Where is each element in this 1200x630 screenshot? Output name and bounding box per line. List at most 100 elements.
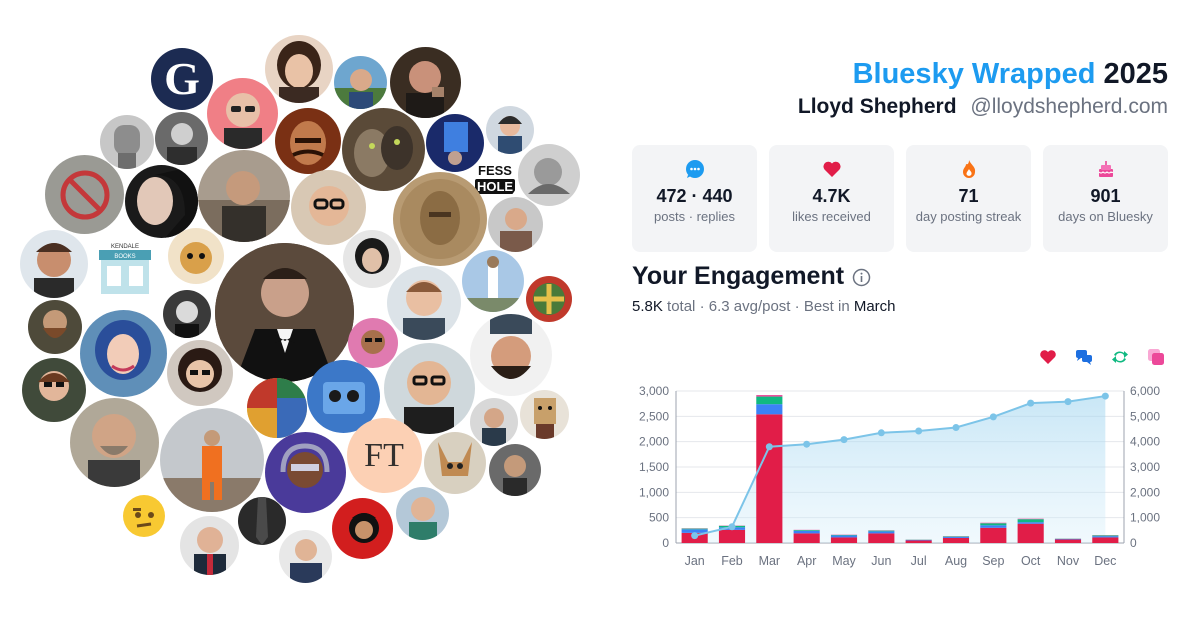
repost-icon[interactable] xyxy=(1110,347,1130,367)
avatar-man-beach[interactable] xyxy=(198,150,290,242)
cumulative-point xyxy=(952,423,960,431)
avatar-mosaic[interactable] xyxy=(526,276,572,322)
avatar-color-blocks[interactable] xyxy=(247,378,307,438)
avatar-stage-blue[interactable] xyxy=(426,114,484,172)
svg-text:FESS: FESS xyxy=(478,163,512,178)
heart-icon xyxy=(769,159,894,181)
quote-icon[interactable] xyxy=(1146,347,1166,367)
avatar-sketch[interactable] xyxy=(518,144,580,206)
avatar-headphones[interactable] xyxy=(265,432,346,513)
avatar-cartoon-face[interactable] xyxy=(275,108,341,174)
cumulative-point xyxy=(840,436,848,444)
bar-segment-likes xyxy=(1054,539,1082,543)
engagement-summary: 5.8K total · 6.3 avg/post · Best in Marc… xyxy=(632,298,896,315)
avatar-orange-suit[interactable] xyxy=(160,408,264,512)
cumulative-point xyxy=(803,440,811,448)
avatar-statue[interactable] xyxy=(100,115,154,169)
avatar-robot[interactable] xyxy=(307,360,380,433)
cumulative-point xyxy=(728,523,736,531)
stat-value: 901 xyxy=(1090,186,1121,206)
avatar-woman-glasses[interactable] xyxy=(486,106,534,154)
stat-label: days on Bluesky xyxy=(1058,209,1153,224)
avatar-upside-down[interactable] xyxy=(470,314,552,396)
avatar-man-glasses-outdoor[interactable] xyxy=(396,487,449,540)
avatar-man-office[interactable] xyxy=(470,398,518,446)
y-left-tick-label: 500 xyxy=(649,511,669,525)
bar-segment-replies xyxy=(681,529,708,533)
thinking-emoji-icon[interactable] xyxy=(121,493,167,539)
avatar-suit-tie[interactable] xyxy=(238,497,286,545)
avatar-man-glasses-smile[interactable] xyxy=(291,170,366,245)
stat-card-posts: 472 · 440 posts · replies xyxy=(632,145,757,252)
avatar-g-logo[interactable]: G xyxy=(151,48,213,110)
avatar-selfie[interactable] xyxy=(489,444,541,496)
brand-title: Bluesky Wrapped xyxy=(852,58,1096,90)
svg-text:HOLE: HOLE xyxy=(477,179,513,194)
bar-segment-reposts xyxy=(1017,519,1044,523)
avatar-smiling-man[interactable] xyxy=(20,230,88,298)
avatar-paper-bag[interactable] xyxy=(520,390,569,439)
avatar-man-glasses-pink[interactable] xyxy=(207,78,278,149)
avatar-caracal[interactable] xyxy=(424,432,486,494)
avatar-cats[interactable] xyxy=(342,108,425,191)
cumulative-point xyxy=(1101,392,1109,400)
wrapped-panel: Bluesky Wrapped 2025 Lloyd Shepherd @llo… xyxy=(632,0,1168,630)
avatar-woman-bw[interactable] xyxy=(163,290,211,338)
bar-segment-reposts xyxy=(1092,535,1119,537)
avatar-man-red-tie[interactable] xyxy=(180,516,239,575)
cumulative-point xyxy=(765,443,773,451)
stat-label: day posting streak xyxy=(915,209,1022,224)
avatar-man-glasses-bw[interactable] xyxy=(70,398,159,487)
avatar-ft-logo[interactable]: FT xyxy=(347,418,422,493)
bar-segment-likes xyxy=(756,414,783,543)
bar-segment-likes xyxy=(868,533,895,543)
reply-bubbles-icon[interactable] xyxy=(1074,347,1094,367)
x-tick-label: Apr xyxy=(797,554,816,568)
y-right-tick-label: 1,000 xyxy=(1130,511,1160,525)
cumulative-point xyxy=(691,532,699,540)
ft-letters: FT xyxy=(364,437,404,474)
bar-segment-reposts xyxy=(830,534,858,536)
avatar-graffiti[interactable] xyxy=(45,155,124,234)
avatar-man-smile-small[interactable] xyxy=(348,318,398,368)
avatar-coin-face[interactable] xyxy=(393,172,487,266)
bar-segment-replies xyxy=(756,404,783,415)
stat-card-streak: 71 day posting streak xyxy=(906,145,1031,252)
svg-text:KENDALE: KENDALE xyxy=(111,244,139,250)
avatar-cartoon-fox[interactable] xyxy=(168,228,224,284)
avatar-woman-bob[interactable] xyxy=(343,230,401,288)
avatar-woman-dark-hair[interactable] xyxy=(265,35,333,103)
avatar-woman-profile[interactable] xyxy=(125,165,198,238)
stat-card-days: 901 days on Bluesky xyxy=(1043,145,1168,252)
x-tick-label: Jan xyxy=(685,554,705,568)
avatar-ceremony[interactable] xyxy=(462,250,524,312)
avatar-man-outdoors[interactable] xyxy=(334,56,387,109)
stat-label: posts · replies xyxy=(654,209,735,224)
info-icon[interactable] xyxy=(852,268,871,287)
bar-segment-replies xyxy=(793,530,820,534)
heart-icon[interactable] xyxy=(1038,347,1058,367)
y-right-tick-label: 2,000 xyxy=(1130,485,1160,499)
x-tick-label: Aug xyxy=(945,554,967,568)
bar-segment-reposts xyxy=(868,530,895,532)
cumulative-point xyxy=(1064,398,1072,406)
bar-segment-replies xyxy=(830,535,858,538)
avatar-man-portrait[interactable] xyxy=(387,266,461,340)
avatar-man-suit[interactable] xyxy=(279,530,332,583)
avatar-man-plaid[interactable] xyxy=(488,197,543,252)
bar-segment-likes xyxy=(980,527,1007,543)
avatar-woman-curly[interactable] xyxy=(167,340,233,406)
user-handle[interactable]: @lloydshepherd.com xyxy=(970,95,1168,118)
bar-segment-reposts xyxy=(681,528,708,530)
avatar-tuxedo-man[interactable] xyxy=(215,243,354,382)
avatar-bald-man-dark[interactable] xyxy=(390,47,461,118)
avatar-red-poster[interactable] xyxy=(332,498,393,559)
avatar-old-man-bw[interactable] xyxy=(155,112,208,165)
bookshop-illustration[interactable]: KENDALE BOOKS xyxy=(95,242,155,297)
year-title: 2025 xyxy=(1103,58,1168,90)
x-tick-label: May xyxy=(832,554,856,568)
avatar-bearded-man[interactable] xyxy=(28,300,82,354)
avatar-woman-glasses-dark[interactable] xyxy=(22,358,86,422)
total-label: total xyxy=(667,298,696,315)
avatar-blue-hair-woman[interactable] xyxy=(80,310,167,397)
